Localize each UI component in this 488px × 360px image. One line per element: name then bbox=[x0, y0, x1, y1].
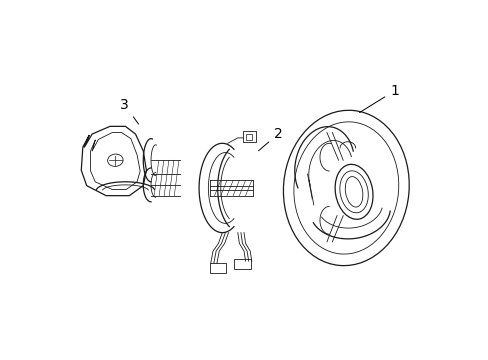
FancyBboxPatch shape bbox=[209, 263, 225, 273]
Text: 1: 1 bbox=[359, 84, 398, 113]
Text: 3: 3 bbox=[120, 98, 138, 124]
FancyBboxPatch shape bbox=[234, 259, 250, 269]
FancyBboxPatch shape bbox=[245, 134, 252, 140]
Text: 2: 2 bbox=[258, 127, 282, 151]
FancyBboxPatch shape bbox=[243, 131, 256, 142]
